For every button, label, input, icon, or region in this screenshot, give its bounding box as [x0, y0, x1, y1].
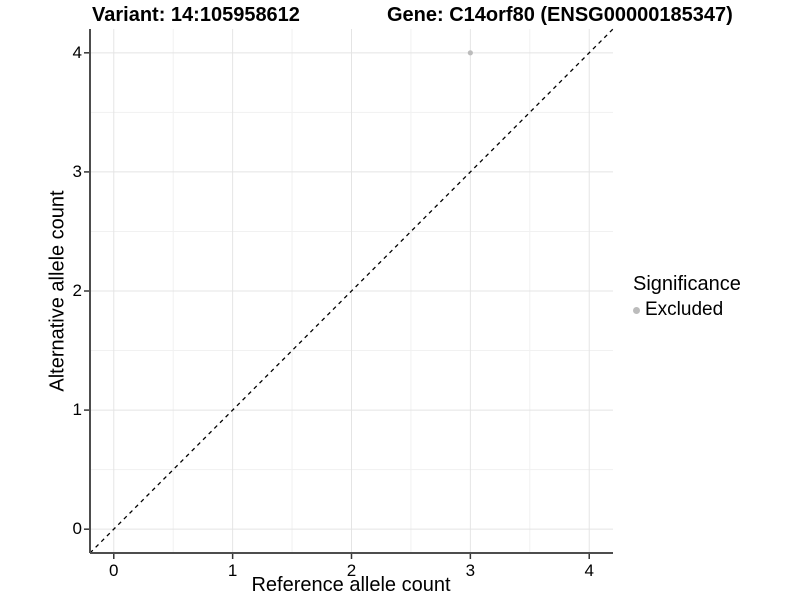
data-point [467, 50, 473, 56]
legend-key-dot [633, 306, 640, 314]
y-tick-label: 2 [72, 281, 82, 300]
plot-title-gene: Gene: C14orf80 (ENSG00000185347) [387, 4, 733, 26]
x-axis-title: Reference allele count [251, 574, 451, 596]
x-tick-label: 1 [227, 561, 238, 580]
legend: Significance Excluded [633, 273, 741, 321]
identity-reference-line [89, 28, 614, 554]
y-tick-label: 1 [72, 400, 82, 420]
y-tick-label: 3 [72, 161, 82, 181]
y-tick-label: 4 [72, 42, 82, 62]
x-tick-label: 3 [465, 561, 476, 580]
y-axis-title: Alternative allele count [46, 190, 69, 392]
y-tick-label: 0 [72, 519, 82, 539]
x-tick-label: 0 [109, 561, 119, 580]
legend-item-excluded: Excluded [633, 299, 741, 321]
legend-title: Significance [633, 273, 741, 295]
legend-item-label: Excluded [645, 299, 724, 320]
plot-title-variant: Variant: 14:105958612 [92, 4, 300, 26]
x-tick-label: 2 [346, 561, 357, 580]
x-tick-label: 4 [584, 561, 594, 580]
